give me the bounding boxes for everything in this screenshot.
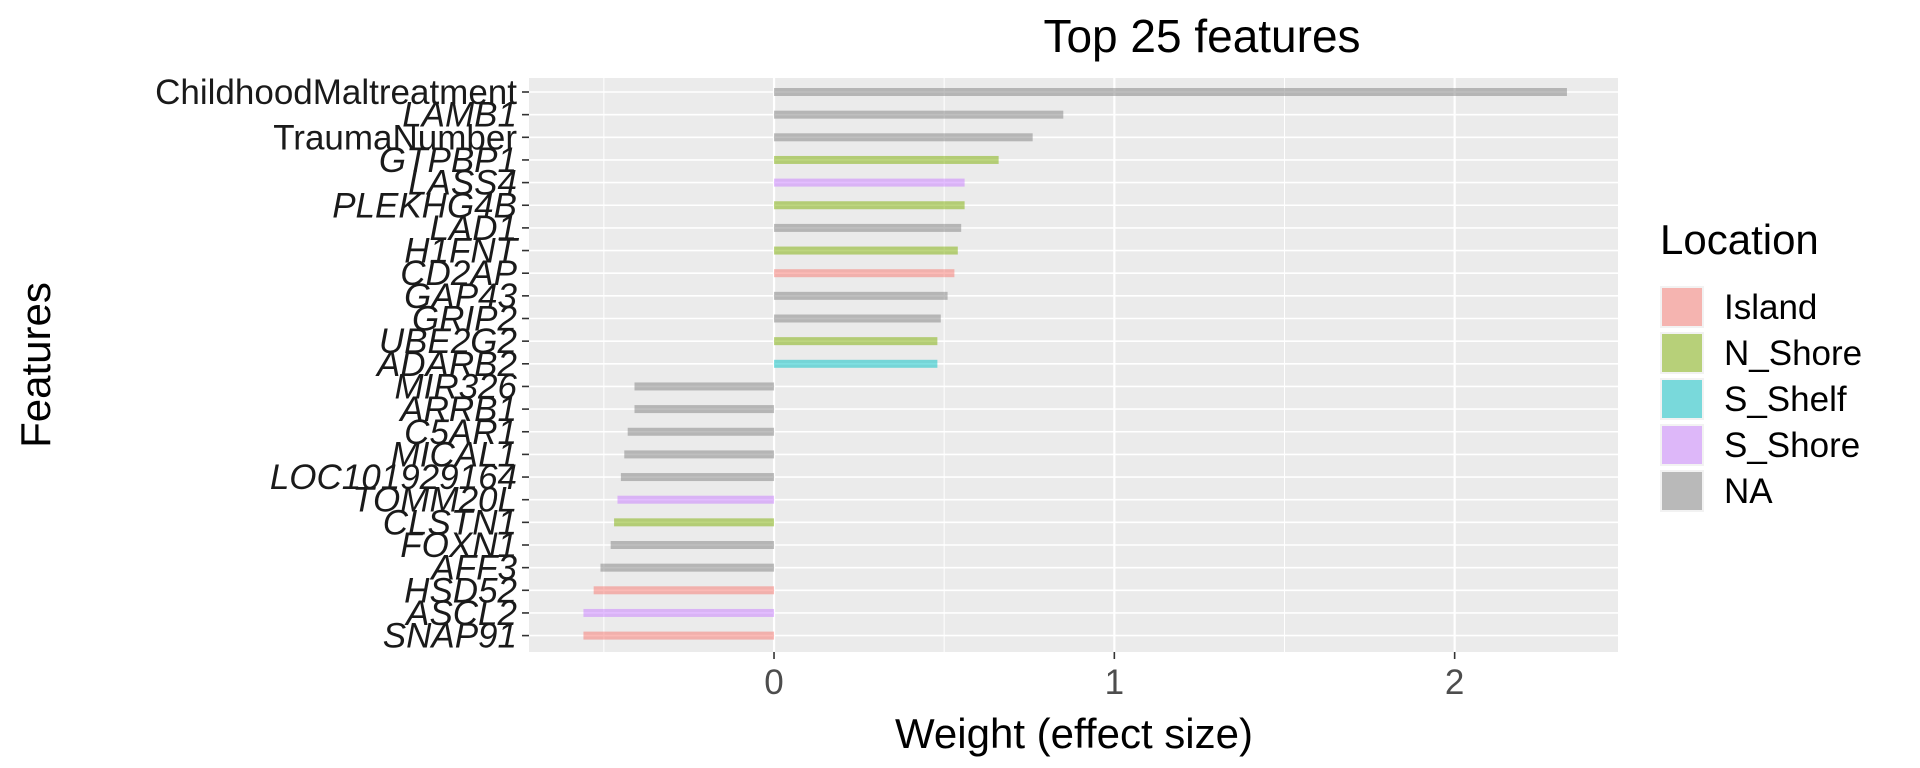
bar-cd2ap [774,269,955,278]
bar-grip2 [774,314,941,323]
legend-swatch-na [1662,472,1702,510]
feature-label: ARRB1 [398,390,517,429]
feature-label: ASCL2 [404,594,517,633]
feature-label: UBE2G2 [379,322,517,361]
bar-gap43 [774,291,948,300]
feature-label: CLSTN1 [383,503,517,542]
legend-label: Island [1724,288,1817,327]
bar-gtpbp1 [774,155,999,164]
x-axis-title: Weight (effect size) [895,710,1253,757]
feature-label: TraumaNumber [273,118,517,157]
feature-label: HSD52 [404,571,517,610]
feature-label: LASS4 [408,164,517,203]
feature-label: LAD1 [429,209,517,248]
feature-label: AFF3 [429,549,517,588]
feature-label: CD2AP [400,254,517,293]
feature-label: ChildhoodMaltreatment [155,73,517,112]
feature-label: MIR326 [394,367,517,406]
y-axis-title: Features [12,282,59,448]
bar-traumanumber [774,133,1033,142]
bar-ube2g2 [774,337,938,346]
feature-label: SNAP91 [383,617,517,656]
feature-label: MICAL1 [391,435,517,474]
feature-label: FOXN1 [400,526,517,565]
legend: Location Island N_Shore S_Shelf S_Shore NA [1660,216,1862,512]
bar-plekhg4b [774,201,965,210]
bar-hsd52 [593,586,775,595]
x-axis-ticks: 0 1 2 [764,652,1464,702]
bar-tomm20l [617,495,775,504]
legend-swatch-n-shore [1662,334,1702,372]
feature-labels: ChildhoodMaltreatmentLAMB1TraumaNumberGT… [155,73,529,656]
bar-lad1 [774,223,962,232]
bar-aff3 [600,563,775,572]
feature-label: LAMB1 [402,96,517,135]
bar-clstn1 [614,518,775,527]
legend-title: Location [1660,216,1819,263]
grid-lines [529,78,1618,652]
x-tick-label: 2 [1445,663,1464,702]
bar-mical1 [624,450,775,459]
feature-label: PLEKHG4B [332,186,517,225]
legend-label: S_Shore [1724,426,1860,465]
bar-mir326 [634,382,775,391]
bar-c5ar1 [627,427,775,436]
bar-loc101929164 [620,473,775,482]
feature-label: GTPBP1 [379,141,517,180]
legend-swatch-s-shore [1662,426,1702,464]
legend-label: S_Shelf [1724,380,1847,419]
bar-h1fnt [774,246,958,255]
legend-swatch-s-shelf [1662,380,1702,418]
bar-childhoodmaltreatment [774,88,1567,96]
bar-arrb1 [634,405,775,414]
bar-lass4 [774,178,965,187]
bar-foxn1 [610,541,775,549]
plot-panel [529,78,1618,652]
legend-label: N_Shore [1724,334,1862,373]
bar-snap91 [583,631,775,640]
bar-lamb1 [774,110,1064,119]
feature-label: ADARB2 [375,345,517,384]
x-tick-label: 0 [764,663,783,702]
bar-adarb2 [774,359,938,368]
x-tick-label: 1 [1105,663,1124,702]
feature-label: TOMM20L [352,481,517,520]
feature-label: H1FNT [404,232,519,271]
feature-label: LOC101929164 [270,458,517,497]
bars [583,88,1567,640]
feature-label: GAP43 [404,277,517,316]
chart-title: Top 25 features [1043,10,1360,62]
feature-label: GRIP2 [412,300,517,339]
legend-swatch-island [1662,288,1702,326]
feature-label: C5AR1 [404,413,517,452]
legend-label: NA [1724,472,1773,511]
bar-ascl2 [583,608,775,617]
